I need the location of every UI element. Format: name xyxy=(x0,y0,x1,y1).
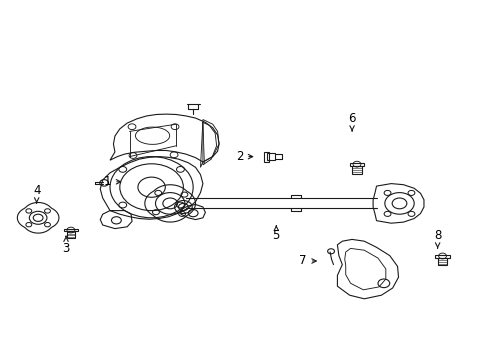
Text: 4: 4 xyxy=(33,184,41,203)
Text: 2: 2 xyxy=(235,150,252,163)
Text: 6: 6 xyxy=(347,112,355,131)
Text: 1: 1 xyxy=(103,175,121,188)
Text: 7: 7 xyxy=(299,255,316,267)
Text: 3: 3 xyxy=(62,236,70,255)
Text: 5: 5 xyxy=(272,226,280,242)
Text: 8: 8 xyxy=(433,229,441,248)
